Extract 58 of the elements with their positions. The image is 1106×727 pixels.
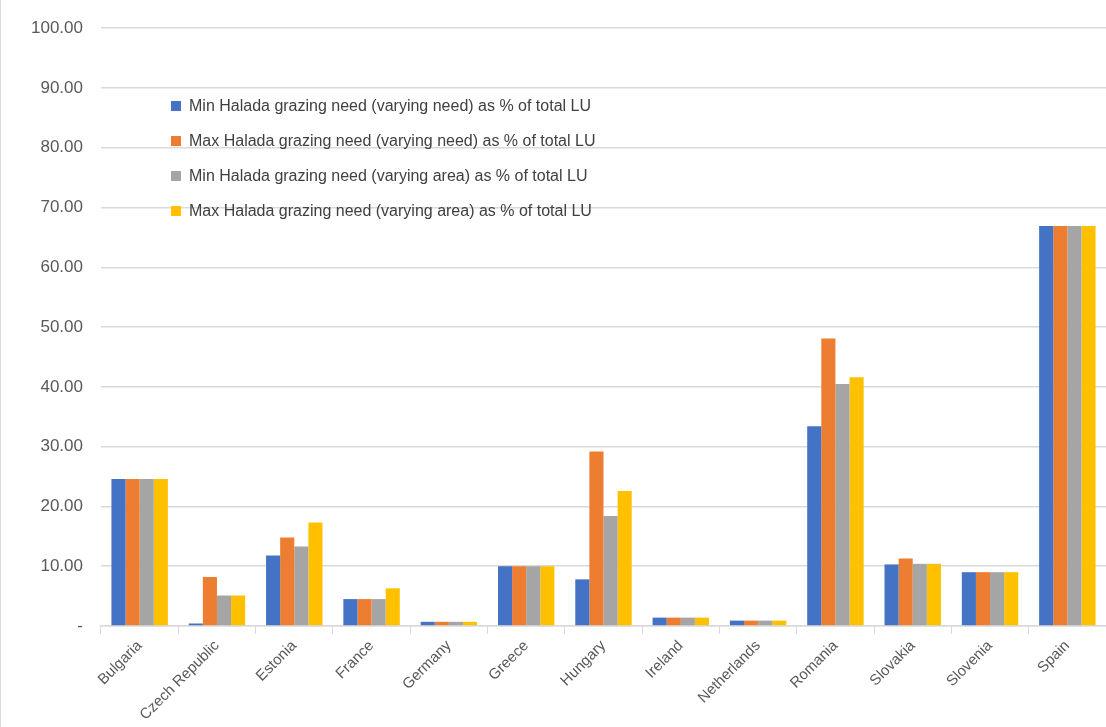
legend-label: Max Halada grazing need (varying area) as % of total LU [189,201,592,220]
bar [1053,226,1068,626]
bar [652,617,667,626]
bar [926,563,941,626]
bar [111,478,126,626]
bar [603,516,618,626]
bar [526,566,541,626]
bar [884,564,899,626]
y-tick-label: 80.00 [40,137,83,157]
bar [280,537,295,626]
bar [1039,226,1054,626]
y-tick-label: 30.00 [40,436,83,456]
bar [975,572,991,626]
bar [294,546,309,626]
y-tick-label: 40.00 [40,376,83,396]
y-tick-label: 20.00 [40,496,83,516]
bar [216,595,232,626]
y-tick-label: 70.00 [40,197,83,217]
y-tick-label: 10.00 [40,555,83,575]
bar [540,566,555,626]
bar [1067,226,1082,626]
bar [961,572,976,626]
bar [575,579,590,626]
legend-label: Max Halada grazing need (varying need) as % of total LU [189,131,596,150]
bar [849,377,864,626]
bar [589,451,604,626]
bar [666,617,681,626]
bar [807,426,822,626]
bar [680,617,695,626]
bar [343,599,358,626]
bar [821,338,836,626]
y-tick-label: 60.00 [40,257,83,276]
bar [617,490,632,626]
bar [385,588,400,626]
bar [231,595,246,626]
bar [1004,572,1019,626]
bar [694,617,710,626]
y-tick-label: 90.00 [40,77,83,97]
bar [1081,226,1096,626]
bar [512,566,527,626]
legend-label: Min Halada grazing need (varying need) as % of total LU [189,96,591,115]
bar [153,478,168,626]
bar [266,555,281,626]
bar [990,572,1005,626]
bar [308,522,323,626]
bar [497,566,513,626]
y-tick-label: 50.00 [40,316,83,336]
bar [125,478,140,626]
bar [139,478,154,626]
y-tick-label: 100.00 [31,17,83,37]
y-tick-label: - [77,615,83,635]
bar [202,576,217,626]
legend-label: Min Halada grazing need (varying area) as % of total LU [189,166,588,185]
bar [912,563,927,626]
bar [835,383,850,626]
bar [371,599,386,626]
bar [898,558,913,626]
bar [357,599,372,626]
